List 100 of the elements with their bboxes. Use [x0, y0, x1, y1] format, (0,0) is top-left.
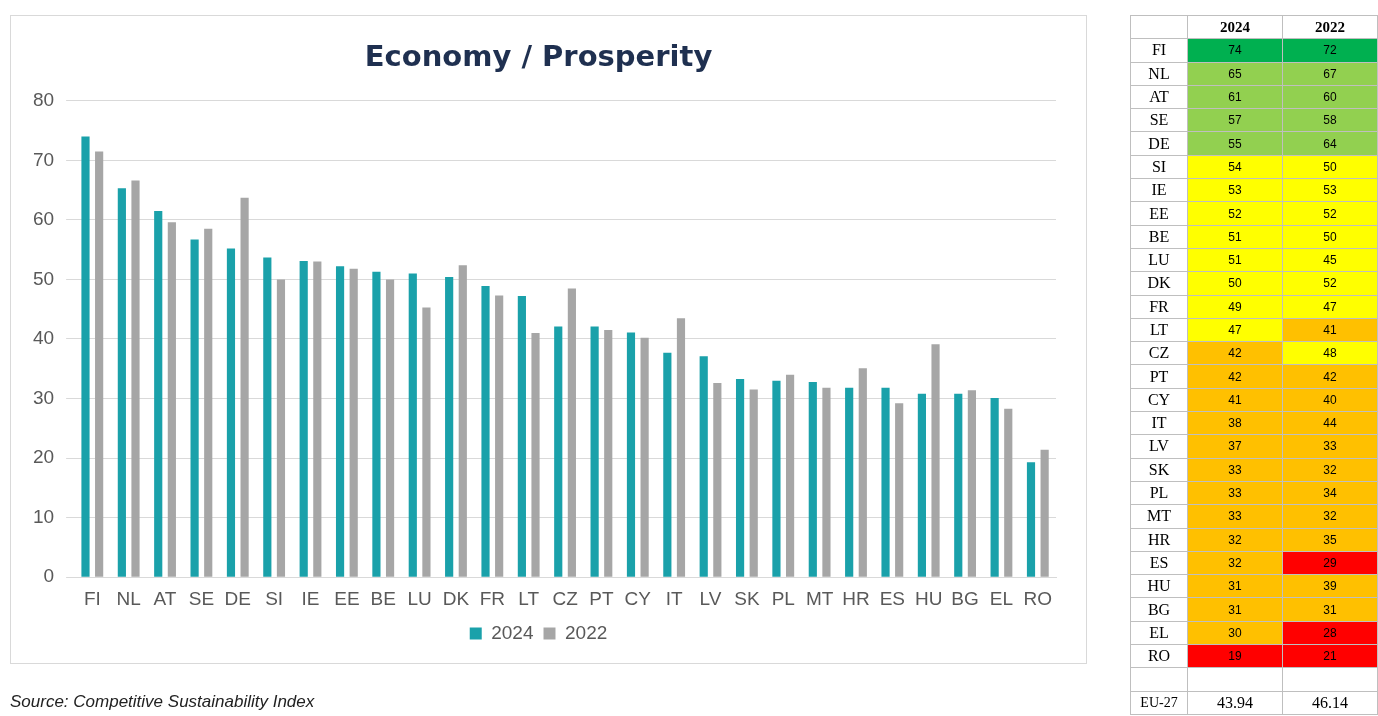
x-tick-label: LT: [518, 587, 540, 609]
x-tick-label: HU: [914, 587, 943, 609]
y-tick-label: EL: [1130, 621, 1188, 645]
data-label: 54: [1187, 155, 1283, 179]
bar: [95, 151, 104, 577]
bar: [1040, 449, 1049, 577]
bar: [445, 277, 454, 577]
text: 43.94: [1187, 691, 1283, 715]
x-tick-label: BE: [370, 587, 396, 609]
x-tick-label: DE: [224, 587, 251, 609]
data-label: 64: [1282, 131, 1378, 156]
x-tick-label: NL: [116, 587, 141, 609]
data-label: 50: [1282, 225, 1378, 249]
bar: [713, 383, 722, 577]
y-tick-label: NL: [1130, 62, 1188, 86]
data-label: 42: [1187, 364, 1283, 389]
source-note: Source: Competitive Sustainability Index: [10, 692, 315, 712]
data-label: 32: [1187, 551, 1283, 575]
data-label: 38: [1187, 411, 1283, 435]
bar: [458, 265, 467, 577]
data-label: 51: [1187, 248, 1283, 272]
data-label: 52: [1187, 201, 1283, 226]
bar: [349, 268, 358, 577]
bar: [313, 261, 322, 577]
x-tick-label: CY: [624, 587, 652, 609]
data-label: 37: [1187, 434, 1283, 459]
data-label: 74: [1187, 38, 1283, 63]
data-label: 57: [1187, 108, 1283, 132]
y-tick-label: IE: [1130, 178, 1188, 202]
y-tick-label: FR: [1130, 295, 1188, 319]
bar: [785, 374, 795, 577]
data-label: 39: [1282, 574, 1378, 598]
data-label: 47: [1282, 295, 1378, 319]
data-label: 53: [1187, 178, 1283, 202]
bar: [858, 368, 867, 577]
text: EU-27: [1130, 691, 1188, 715]
data-label: 61: [1187, 85, 1283, 109]
bar: [240, 197, 249, 577]
bar: [808, 381, 817, 577]
y-tick-label: PL: [1130, 481, 1188, 505]
y-tick-label: 10: [32, 505, 55, 527]
data-label: 53: [1282, 178, 1378, 202]
data-label: 72: [1282, 38, 1378, 63]
y-tick-label: LU: [1130, 248, 1188, 272]
y-tick-label: 60: [32, 208, 55, 230]
data-label: 52: [1282, 271, 1378, 296]
data-label: 65: [1187, 62, 1283, 86]
bar: [131, 180, 140, 577]
data-label: 49: [1187, 295, 1283, 319]
y-tick-label: CY: [1130, 388, 1188, 412]
bar: [735, 378, 745, 577]
bar: [881, 387, 890, 577]
data-label: 48: [1282, 341, 1378, 365]
x-tick-label: EL: [989, 587, 1014, 609]
x-tick-label: BG: [951, 587, 979, 609]
data-label: 50: [1282, 155, 1378, 179]
data-label: 33: [1282, 434, 1378, 459]
data-label: 19: [1187, 644, 1283, 668]
data-label: 28: [1282, 621, 1378, 645]
legend-label: 2022: [565, 621, 608, 643]
x-tick-label: IE: [301, 587, 320, 609]
x-tick-label: IT: [665, 587, 683, 609]
bar: [372, 271, 381, 577]
legend-label: 2024: [491, 621, 534, 643]
x-tick-label: SK: [734, 587, 760, 609]
y-tick-label: SE: [1130, 108, 1188, 132]
data-label: 45: [1282, 248, 1378, 272]
x-tick-label: SE: [188, 587, 215, 609]
bar: [604, 330, 613, 577]
data-label: 55: [1187, 131, 1283, 156]
bar: [1026, 462, 1036, 577]
bar: [517, 296, 526, 577]
bar: [676, 318, 686, 577]
x-tick-label: ES: [879, 587, 906, 609]
bar: [554, 326, 563, 577]
bar: [567, 288, 576, 577]
data-label: 51: [1187, 225, 1283, 249]
bar: [263, 257, 272, 577]
bar: [590, 326, 599, 577]
bar: [663, 352, 672, 577]
x-tick-label: AT: [153, 587, 177, 609]
x-tick-label: PL: [771, 587, 795, 609]
bar: [772, 380, 781, 577]
bar: [204, 228, 213, 577]
data-label: 60: [1282, 85, 1378, 109]
y-tick-label: SI: [1130, 155, 1188, 179]
x-tick-label: LU: [407, 587, 432, 609]
y-tick-label: HR: [1130, 528, 1188, 552]
x-tick-label: LV: [699, 587, 722, 609]
bar: [190, 239, 199, 577]
data-label: 32: [1187, 528, 1283, 552]
data-label: 44: [1282, 411, 1378, 435]
data-label: 67: [1282, 62, 1378, 86]
y-tick-label: MT: [1130, 504, 1188, 529]
bar: [81, 136, 90, 577]
data-label: 33: [1187, 458, 1283, 482]
y-tick-label: PT: [1130, 364, 1188, 389]
data-label: 29: [1282, 551, 1378, 575]
y-tick-label: 50: [32, 267, 55, 289]
data-label: 34: [1282, 481, 1378, 505]
